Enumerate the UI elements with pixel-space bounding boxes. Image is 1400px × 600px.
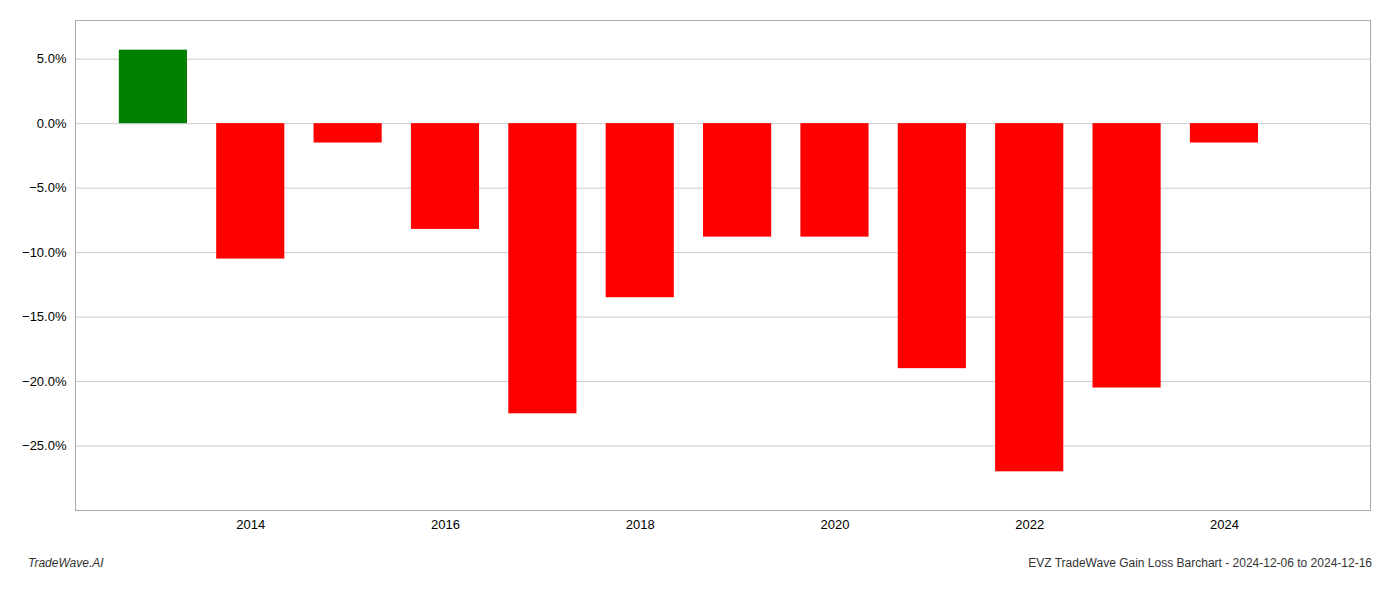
svg-text:2024: 2024 <box>1210 517 1239 532</box>
svg-text:−15.0%: −15.0% <box>22 309 67 324</box>
svg-text:5.0%: 5.0% <box>37 51 67 66</box>
svg-text:−25.0%: −25.0% <box>22 438 67 453</box>
svg-text:2020: 2020 <box>821 517 850 532</box>
svg-text:−20.0%: −20.0% <box>22 374 67 389</box>
svg-text:2018: 2018 <box>626 517 655 532</box>
html-text:TradeWave.AI: TradeWave.AI <box>28 556 104 570</box>
svg-text:2014: 2014 <box>236 517 265 532</box>
svg-text:2016: 2016 <box>431 517 460 532</box>
svg-text:0.0%: 0.0% <box>37 116 67 131</box>
svg-text:2022: 2022 <box>1015 517 1044 532</box>
html-text:EVZ TradeWave Gain Loss Barcha: EVZ TradeWave Gain Loss Barchart - 2024-… <box>1028 556 1372 570</box>
svg-text:−5.0%: −5.0% <box>29 180 67 195</box>
svg-text:−10.0%: −10.0% <box>22 245 67 260</box>
